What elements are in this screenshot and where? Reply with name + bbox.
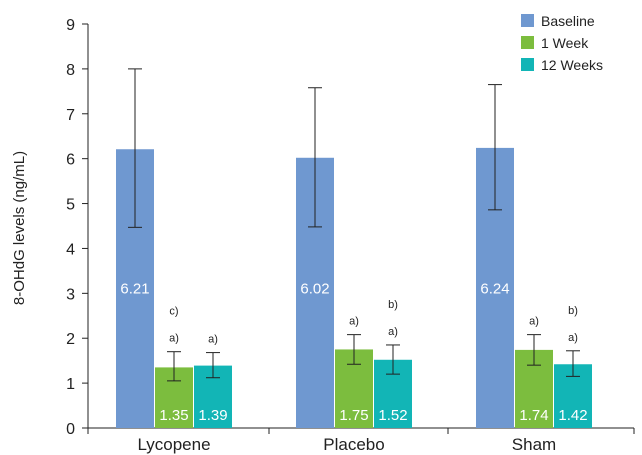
significance-label: a)	[388, 326, 398, 338]
y-tick-label: 3	[66, 286, 75, 303]
data-label: 1.74	[519, 407, 548, 424]
significance-label: a)	[349, 316, 359, 328]
legend-label: 1 Week	[541, 35, 589, 51]
data-label: 1.42	[558, 407, 587, 424]
category-label: Placebo	[323, 435, 384, 454]
data-label: 1.75	[339, 407, 368, 424]
data-label: 6.21	[120, 280, 149, 297]
legend-swatch	[521, 14, 534, 27]
significance-label: c)	[169, 306, 178, 318]
y-tick-label: 9	[66, 17, 75, 34]
significance-label: a)	[529, 316, 539, 328]
data-label: 1.52	[378, 407, 407, 424]
category-label: Sham	[512, 435, 556, 454]
y-tick-label: 0	[66, 421, 75, 438]
legend-swatch	[521, 36, 534, 49]
y-tick-label: 1	[66, 376, 75, 393]
legend-swatch	[521, 58, 534, 71]
data-label: 6.02	[300, 280, 329, 297]
data-label: 6.24	[480, 280, 509, 297]
y-axis-title: 8-OHdG levels (ng/mL)	[11, 151, 28, 305]
data-label: 1.39	[198, 407, 227, 424]
legend-label: 12 Weeks	[541, 57, 603, 73]
y-tick-label: 8	[66, 62, 75, 79]
legend-label: Baseline	[541, 13, 595, 29]
y-tick-label: 5	[66, 197, 75, 214]
y-tick-label: 7	[66, 107, 75, 124]
significance-label: b)	[568, 305, 578, 317]
y-tick-label: 6	[66, 152, 75, 169]
data-label: 1.35	[159, 407, 188, 424]
significance-label: a)	[568, 332, 578, 344]
y-tick-label: 4	[66, 241, 75, 258]
category-label: Lycopene	[137, 435, 210, 454]
significance-label: b)	[388, 299, 398, 311]
significance-label: a)	[169, 333, 179, 345]
significance-label: a)	[208, 334, 218, 346]
y-tick-label: 2	[66, 331, 75, 348]
